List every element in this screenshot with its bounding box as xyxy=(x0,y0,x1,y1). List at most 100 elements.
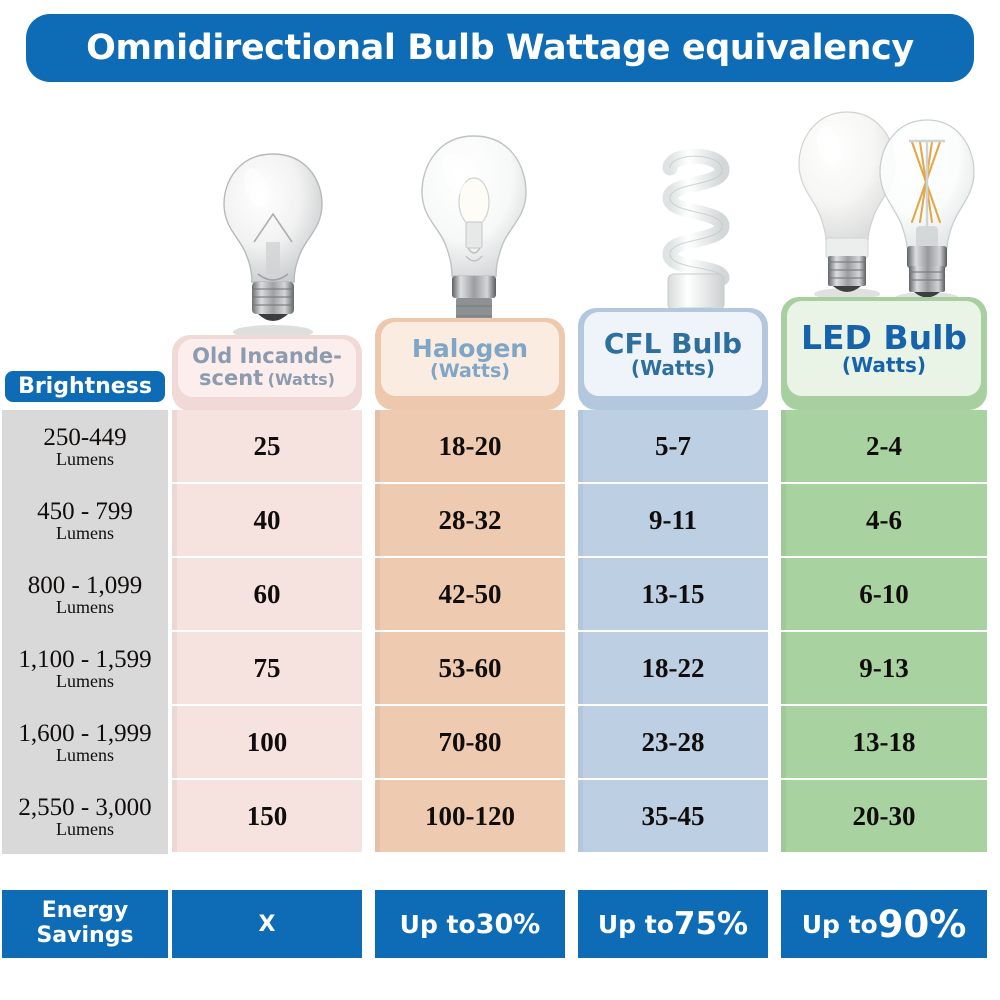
cfl-value-cell: 9-11 xyxy=(578,484,768,558)
brightness-value: 2,550 - 3,000 xyxy=(18,793,152,821)
column-header-halogen: Halogen (Watts) xyxy=(375,318,565,410)
brightness-cell: 250-449 Lumens xyxy=(2,410,168,484)
cfl-value-cell: 23-28 xyxy=(578,706,768,780)
halogen-value-cell: 42-50 xyxy=(375,558,565,632)
halogen-bulb-icon xyxy=(421,135,527,335)
incandescent-value-cell: 150 xyxy=(172,780,362,854)
energy-savings-incandescent: X xyxy=(172,890,362,958)
incandescent-value-cell: 40 xyxy=(172,484,362,558)
brightness-value: 1,100 - 1,599 xyxy=(18,645,152,673)
brightness-unit: Lumens xyxy=(56,597,114,618)
column-header-brightness-label: Brightness xyxy=(18,374,152,399)
incandescent-value: 25 xyxy=(253,430,281,461)
bulb-illustrations xyxy=(0,96,1000,346)
column-header-incandescent: Old Incande- scent (Watts) xyxy=(172,335,362,411)
led-value: 9-13 xyxy=(859,652,909,683)
halogen-value-cell: 53-60 xyxy=(375,632,565,706)
cfl-value-cell: 13-15 xyxy=(578,558,768,632)
column-header-brightness: Brightness xyxy=(5,371,165,402)
incandescent-value-cell: 75 xyxy=(172,632,362,706)
halogen-value-cell: 100-120 xyxy=(375,780,565,854)
led-value-cell: 13-18 xyxy=(781,706,987,780)
led-value: 20-30 xyxy=(852,800,916,831)
brightness-cell: 450 - 799 Lumens xyxy=(2,484,168,558)
brightness-cell: 1,600 - 1,999 Lumens xyxy=(2,706,168,780)
led-value-cell: 4-6 xyxy=(781,484,987,558)
halogen-value: 100-120 xyxy=(425,800,515,831)
halogen-value-cell: 18-20 xyxy=(375,410,565,484)
halogen-value-cell: 28-32 xyxy=(375,484,565,558)
incandescent-bulb-icon xyxy=(223,153,323,339)
incandescent-value: 100 xyxy=(246,726,288,757)
incandescent-value-cell: 60 xyxy=(172,558,362,632)
incandescent-value-cell: 25 xyxy=(172,410,362,484)
led-value-cell: 20-30 xyxy=(781,780,987,854)
brightness-value: 450 - 799 xyxy=(37,497,133,525)
energy-savings-halogen-value: 30% xyxy=(475,908,541,940)
page-title: Omnidirectional Bulb Wattage equivalency xyxy=(86,28,914,68)
brightness-cell: 1,100 - 1,599 Lumens xyxy=(2,632,168,706)
cfl-value-cell: 5-7 xyxy=(578,410,768,484)
brightness-value: 1,600 - 1,999 xyxy=(18,719,152,747)
column-header-cfl-name: CFL Bulb xyxy=(603,327,743,361)
halogen-value: 28-32 xyxy=(438,504,502,535)
column-header-cfl-unit: (Watts) xyxy=(630,356,716,381)
led-value-cell: 2-4 xyxy=(781,410,987,484)
led-bulb-icon xyxy=(798,111,896,300)
cfl-value: 35-45 xyxy=(641,800,705,831)
cfl-value: 13-15 xyxy=(641,578,705,609)
column-header-led-unit: (Watts) xyxy=(841,353,927,378)
incandescent-value: 60 xyxy=(253,578,281,609)
cfl-value: 9-11 xyxy=(648,504,697,535)
halogen-value: 42-50 xyxy=(438,578,502,609)
brightness-cell: 800 - 1,099 Lumens xyxy=(2,558,168,632)
incandescent-value: 75 xyxy=(253,652,281,683)
brightness-unit: Lumens xyxy=(56,745,114,766)
energy-savings-row: Energy Savings X Up to 30% Up to 75% Up … xyxy=(0,890,1000,958)
brightness-unit: Lumens xyxy=(56,819,114,840)
wattage-table: 250-449 Lumens 25 18-20 5-7 2-4 450 - 799 Lumen… xyxy=(0,410,1000,854)
column-header-incandescent-line2: scent xyxy=(199,366,264,390)
brightness-unit: Lumens xyxy=(56,523,114,544)
energy-savings-led-value: 90% xyxy=(877,902,967,946)
brightness-cell: 2,550 - 3,000 Lumens xyxy=(2,780,168,854)
cfl-value: 23-28 xyxy=(641,726,705,757)
energy-savings-cfl-prefix: Up to xyxy=(597,909,674,939)
energy-savings-label-line2: Savings xyxy=(36,923,134,948)
energy-savings-cfl-value: 75% xyxy=(673,906,749,942)
brightness-value: 250-449 xyxy=(43,423,127,451)
energy-savings-label-line1: Energy xyxy=(41,898,129,924)
energy-savings-halogen: Up to 30% xyxy=(375,890,565,958)
halogen-value: 18-20 xyxy=(438,430,502,461)
column-header-incandescent-line1: Old Incande- xyxy=(192,344,342,369)
cfl-value: 5-7 xyxy=(655,430,691,461)
column-header-incandescent-unit: (Watts) xyxy=(267,370,335,389)
led-value-cell: 6-10 xyxy=(781,558,987,632)
brightness-value: 800 - 1,099 xyxy=(27,571,143,599)
column-header-led-name: LED Bulb xyxy=(800,317,968,357)
column-header-cfl: CFL Bulb (Watts) xyxy=(578,308,768,410)
energy-savings-cfl: Up to 75% xyxy=(578,890,768,958)
table-row: 2,550 - 3,000 Lumens 150 100-120 35-45 20-30 xyxy=(0,780,1000,854)
column-header-led: LED Bulb (Watts) xyxy=(781,297,987,410)
cfl-value: 18-22 xyxy=(641,652,705,683)
energy-savings-halogen-prefix: Up to xyxy=(399,909,476,939)
brightness-unit: Lumens xyxy=(56,449,114,470)
cfl-value-cell: 18-22 xyxy=(578,632,768,706)
led-value-cell: 9-13 xyxy=(781,632,987,706)
energy-savings-led-prefix: Up to xyxy=(801,909,878,939)
incandescent-value: 40 xyxy=(253,504,281,535)
table-row: 1,600 - 1,999 Lumens 100 70-80 23-28 13-18 xyxy=(0,706,1000,780)
incandescent-value-cell: 100 xyxy=(172,706,362,780)
led-value: 4-6 xyxy=(866,504,902,535)
column-header-halogen-unit: (Watts) xyxy=(430,360,510,383)
halogen-value: 70-80 xyxy=(438,726,502,757)
table-row: 1,100 - 1,599 Lumens 75 53-60 18-22 9-13 xyxy=(0,632,1000,706)
led-value: 2-4 xyxy=(866,430,902,461)
led-value: 13-18 xyxy=(852,726,916,757)
halogen-value: 53-60 xyxy=(438,652,502,683)
cfl-value-cell: 35-45 xyxy=(578,780,768,854)
halogen-value-cell: 70-80 xyxy=(375,706,565,780)
table-row: 450 - 799 Lumens 40 28-32 9-11 4-6 xyxy=(0,484,1000,558)
